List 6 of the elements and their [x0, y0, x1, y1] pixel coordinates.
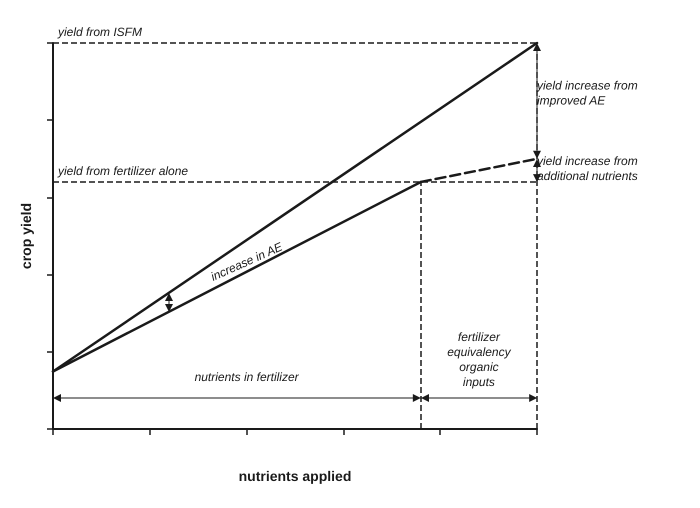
x-axis-title: nutrients applied — [238, 468, 352, 484]
y-axis-title: crop yield — [18, 202, 34, 270]
annotation: nutrients in fertilizer — [194, 370, 300, 384]
ref-line-label: yield from fertilizer alone — [57, 164, 188, 178]
annotation: fertilizer equivalency organic inputs — [447, 330, 512, 390]
ref-line-label: yield from ISFM — [57, 25, 142, 39]
